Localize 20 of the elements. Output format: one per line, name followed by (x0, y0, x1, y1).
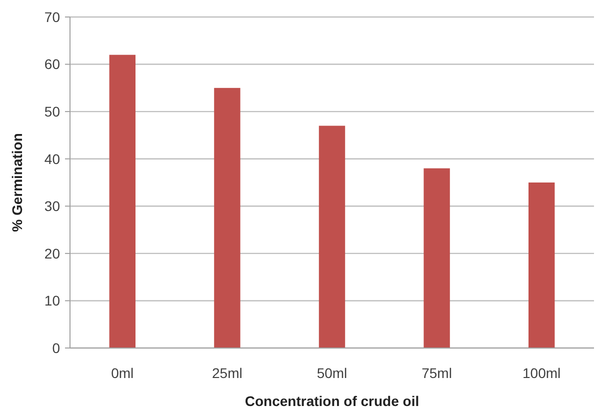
y-tick-label: 10 (44, 292, 60, 309)
y-tick-label: 20 (44, 245, 60, 262)
bar (424, 168, 450, 348)
y-tick-label: 70 (44, 8, 60, 25)
x-tick-label: 100ml (522, 365, 561, 381)
bar (528, 182, 555, 348)
bar (214, 88, 240, 348)
y-tick-label: 40 (44, 150, 60, 167)
y-tick-label: 50 (44, 103, 60, 120)
x-tick-label: 0ml (111, 365, 134, 381)
y-tick-label: 60 (44, 56, 60, 72)
y-tick-label: 30 (44, 198, 60, 214)
y-tick-label: 0 (52, 340, 60, 356)
x-tick-label: 50ml (316, 365, 348, 381)
bar (318, 126, 346, 348)
x-tick-label: 25ml (212, 365, 242, 381)
bar (109, 54, 136, 348)
x-axis-title: Concentration of crude oil (244, 393, 420, 409)
x-tick-label: 75ml (422, 365, 452, 381)
y-axis-title: % Germination (9, 133, 25, 232)
